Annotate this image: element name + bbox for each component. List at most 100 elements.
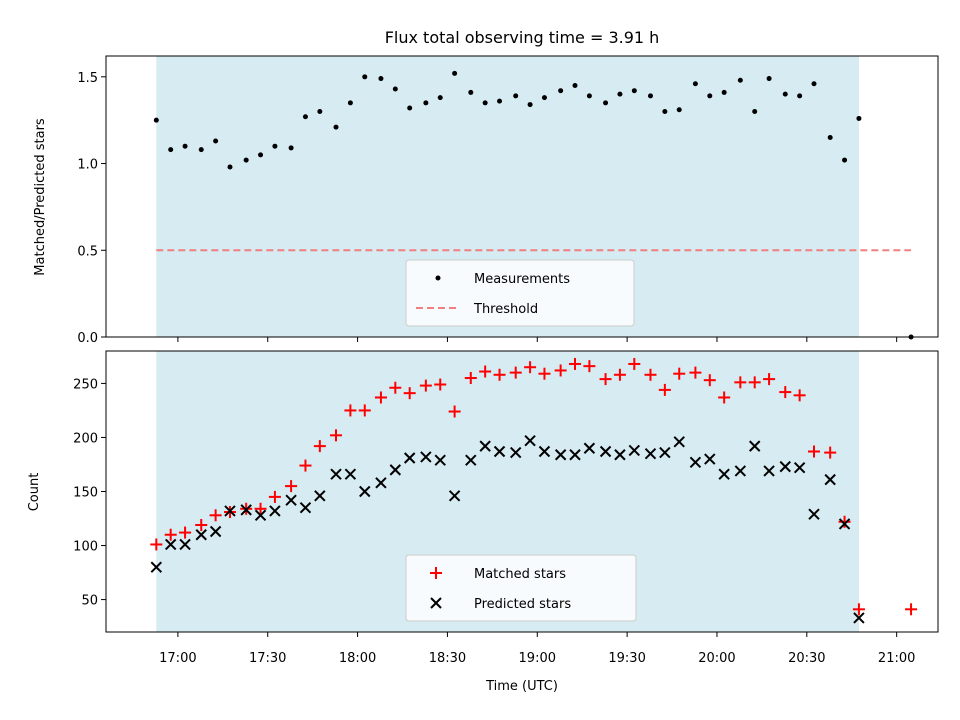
y-tick-label: 100: [73, 540, 98, 555]
predicted-star-point: [853, 612, 865, 624]
measurement-point: [347, 100, 353, 106]
matched-star-point: [852, 603, 865, 616]
measurement-point: [407, 105, 413, 111]
measurement-point: [378, 76, 384, 82]
measurement-point: [662, 109, 668, 115]
measurement-point: [797, 93, 803, 99]
y-tick-label: 1.0: [77, 158, 98, 173]
count-y-axis-title: Count: [27, 473, 42, 512]
matched-star-point: [554, 364, 567, 377]
predicted-star-point: [734, 465, 747, 477]
measurement-point: [707, 93, 713, 99]
y-tick-label: 200: [73, 431, 98, 446]
matched-star-point: [299, 459, 312, 472]
measurement-point: [527, 102, 533, 108]
measurement-point: [392, 86, 398, 92]
x-tick-label: 20:30: [788, 651, 825, 666]
predicted-star-point: [269, 505, 281, 517]
matched-star-point: [658, 383, 671, 396]
matched-star-point: [268, 490, 281, 503]
matched-star-point: [718, 391, 731, 404]
predicted-star-point: [749, 440, 761, 452]
matched-star-point: [493, 368, 506, 381]
matched-star-point: [150, 538, 163, 551]
predicted-star-point: [628, 444, 641, 457]
predicted-star-point: [209, 525, 222, 538]
predicted-star-point: [763, 465, 775, 477]
measurement-point: [676, 107, 682, 113]
measurement-point: [437, 95, 443, 101]
ratio-legend: Measurements Threshold: [405, 259, 635, 327]
x-tick-label: 19:30: [608, 651, 645, 666]
y-tick-label: 1.5: [77, 71, 98, 86]
predicted-star-point: [644, 447, 657, 460]
predicted-star-point: [359, 485, 371, 498]
ratio-panel-frame: [105, 55, 939, 338]
matched-star-point: [164, 528, 177, 541]
legend-predicted-marker: [430, 597, 442, 609]
measurement-point: [737, 77, 743, 83]
measurement-point: [302, 114, 308, 120]
predicted-star-point: [403, 452, 416, 464]
predicted-star-point: [434, 454, 446, 466]
matched-star-point: [389, 381, 402, 394]
matched-star-point: [703, 374, 716, 387]
predicted-star-point: [375, 477, 387, 489]
x-tick-label: 19:00: [519, 651, 556, 666]
ratio-panel: 0.0 0.5 1.0 1.5 Measurements Threshold: [77, 55, 939, 346]
predicted-star-point: [659, 446, 671, 459]
matched-star-point: [748, 376, 761, 389]
matched-star-point: [330, 429, 343, 442]
matched-star-point: [403, 387, 416, 400]
y-tick-label: 0.5: [77, 244, 98, 259]
predicted-star-point: [150, 561, 163, 573]
matched-star-point: [644, 368, 657, 381]
predicted-star-point: [164, 538, 177, 551]
measurement-point: [752, 109, 758, 115]
predicted-star-point: [704, 453, 716, 465]
predicted-star-point: [524, 434, 536, 447]
matched-star-point: [599, 373, 612, 386]
measurement-point: [468, 89, 474, 95]
count-panel-frame: [105, 350, 939, 633]
matched-star-point: [179, 526, 192, 539]
measurement-point: [827, 135, 833, 141]
predicted-star-point: [299, 502, 312, 514]
count-panel: 50 100 150 200 250 17:00 17:30 18:00 18:30 19:00 1…: [73, 350, 939, 666]
predicted-star-point: [240, 504, 252, 516]
predicted-star-point: [689, 456, 702, 469]
x-tick-label: 18:00: [339, 651, 376, 666]
measurement-point: [482, 100, 488, 106]
matched-star-point: [689, 366, 702, 379]
legend-matched-label: Matched stars: [474, 567, 566, 582]
measurement-point: [541, 95, 547, 101]
measurement-point: [333, 124, 339, 130]
measurement-point: [452, 70, 458, 76]
measurement-point: [258, 152, 264, 158]
measurement-point: [647, 93, 653, 99]
matched-star-point: [734, 376, 747, 389]
predicted-star-point: [510, 446, 522, 459]
predicted-star-point: [493, 445, 506, 458]
predicted-star-point: [179, 538, 191, 551]
predicted-star-point: [779, 460, 791, 473]
measurement-point: [362, 74, 368, 80]
matched-star-point: [313, 440, 326, 453]
measurement-point: [572, 82, 578, 88]
matched-star-point: [838, 515, 851, 528]
predicted-star-point: [793, 462, 806, 474]
measurement-point: [272, 143, 278, 149]
predicted-star-point: [314, 490, 326, 502]
measurement-point: [842, 157, 848, 163]
predicted-star-point: [718, 468, 730, 480]
matched-star-point: [195, 519, 208, 532]
x-tick-label: 17:00: [159, 651, 196, 666]
measurement-point: [168, 147, 174, 153]
matched-star-point: [524, 361, 537, 374]
measurement-point: [782, 91, 788, 97]
matched-star-point: [569, 357, 582, 370]
measurement-point: [213, 138, 219, 144]
measurement-point: [692, 81, 698, 87]
matched-star-point: [479, 365, 492, 378]
